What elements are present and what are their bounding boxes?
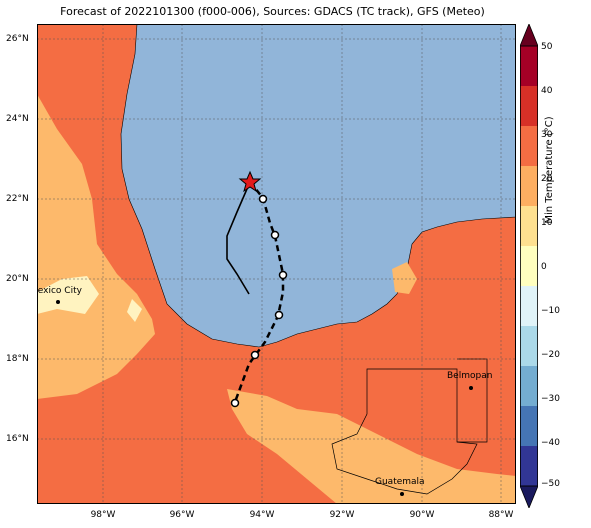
colorbar-segment [520, 246, 538, 287]
storm-point [230, 398, 240, 408]
colorbar-segment [520, 366, 538, 407]
storm-point [274, 310, 284, 320]
map-frame [37, 24, 516, 504]
colorbar-tick: −50 [541, 479, 560, 489]
lat-label: 26°N [6, 34, 29, 44]
lat-label: 16°N [6, 434, 29, 444]
storm-point [258, 194, 268, 204]
colorbar-frame [520, 45, 538, 487]
colorbar-tick: −20 [541, 350, 560, 360]
storm-point [250, 350, 260, 360]
storm-point [278, 270, 288, 280]
mild-zone-yucatan [392, 262, 417, 294]
city-markers [56, 300, 473, 496]
colorbar-label: Min Temperature (°C) [544, 116, 555, 224]
gridlines [37, 24, 516, 504]
lon-label: 94°W [249, 510, 275, 520]
colorbar-tick: 30 [541, 130, 553, 140]
colorbar-segment [520, 86, 538, 127]
colorbar-bottom-arrow [520, 485, 538, 508]
lon-label: 92°W [329, 510, 355, 520]
colorbar-segment [520, 326, 538, 367]
colorbar-tick: 20 [541, 174, 553, 184]
lat-label: 20°N [6, 274, 29, 284]
colorbar-segment [520, 46, 538, 87]
city-dot-belmopan [469, 386, 473, 390]
lon-label: 88°W [488, 510, 514, 520]
storm-current-position-star [238, 170, 262, 193]
lon-label: 90°W [409, 510, 435, 520]
city-label-mexico-city: Mexico City [37, 286, 83, 296]
colorbar-tick: 50 [541, 42, 553, 52]
lat-label: 18°N [6, 354, 29, 364]
city-label-belmopan: Belmopan [447, 371, 492, 381]
mild-zone-south [227, 389, 516, 504]
colorbar-tick: −10 [541, 306, 560, 316]
colorbar-segment [520, 126, 538, 167]
lon-label: 98°W [90, 510, 116, 520]
lon-label: 96°W [169, 510, 195, 520]
colorbar-segment [520, 166, 538, 207]
city-dot-guatemala [400, 492, 404, 496]
map-title: Forecast of 2022101300 (f000-006), Sourc… [60, 5, 485, 18]
colorbar-tick: 10 [541, 218, 553, 228]
belize-border [457, 358, 488, 443]
city-dot-mexico-city [56, 300, 60, 304]
colorbar-segment [520, 406, 538, 447]
forecast-map[interactable]: Mexico City Belmopan Guatemala [37, 24, 516, 504]
colorbar-segment [520, 206, 538, 247]
colorbar-top-arrow [520, 24, 538, 47]
past-track-line [226, 181, 251, 295]
colorbar-tick: 40 [541, 86, 553, 96]
lat-label: 22°N [6, 194, 29, 204]
lat-label: 24°N [6, 114, 29, 124]
mexico-land [37, 24, 516, 504]
colorbar-segment [520, 446, 538, 487]
colorbar-tick: 0 [541, 262, 547, 272]
cool-zone-mexico-city [37, 276, 99, 314]
colorbar [520, 24, 538, 508]
colorbar-tick: −30 [541, 394, 560, 404]
colorbar-segments [520, 46, 538, 487]
storm-forecast-points [230, 194, 288, 408]
city-label-guatemala: Guatemala [375, 477, 425, 487]
colorbar-segment [520, 286, 538, 327]
storm-point [270, 230, 280, 240]
colorbar-tick: −40 [541, 438, 560, 448]
mild-zone-highlands [37, 94, 155, 399]
cool-zone-sierra [127, 299, 142, 322]
